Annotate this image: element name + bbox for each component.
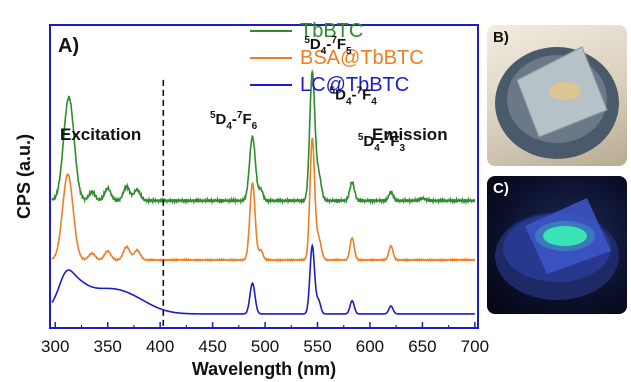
panel-label-a: A): [58, 35, 79, 57]
photo-panel-c: C): [487, 176, 627, 314]
transition-annotation: 5D4-7F3: [358, 132, 406, 154]
legend-entry: TbBTC: [300, 20, 363, 42]
x-tick-label: 600: [356, 337, 384, 356]
crucible-uv-illustration: [495, 198, 619, 300]
plot-frame: [49, 24, 479, 329]
series-line-bsa-tbbtc: [51, 137, 476, 263]
x-tick-label: 350: [94, 337, 122, 356]
emission-label: Emission: [372, 125, 448, 144]
series-line-tbbtc: [51, 69, 476, 206]
x-tick-label: 400: [146, 337, 174, 356]
transition-annotation: 5D4-7F6: [210, 110, 258, 132]
y-axis-label: CPS (a.u.): [14, 134, 34, 219]
x-tick-label: 500: [251, 337, 279, 356]
crucible-daylight-illustration: [495, 46, 619, 159]
x-tick-label: 550: [303, 337, 331, 356]
series-line-lc-tbbtc: [51, 243, 475, 315]
x-tick-label: 650: [408, 337, 436, 356]
x-tick-label: 300: [41, 337, 69, 356]
transition-annotation: 5D4-7F4: [330, 86, 378, 108]
transition-annotation: 5D4-7F5: [304, 35, 352, 57]
legend-entry: LC@TbBTC: [300, 74, 409, 96]
x-axis-label: Wavelength (nm): [192, 359, 336, 379]
x-tick-label: 450: [198, 337, 226, 356]
photo-panel-b: B): [487, 25, 627, 166]
excitation-label: Excitation: [60, 125, 141, 144]
x-tick-label: 700: [461, 337, 489, 356]
legend-entry: BSA@TbBTC: [300, 47, 424, 69]
photo-c-label: C): [493, 180, 509, 197]
photo-b-label: B): [493, 29, 509, 46]
